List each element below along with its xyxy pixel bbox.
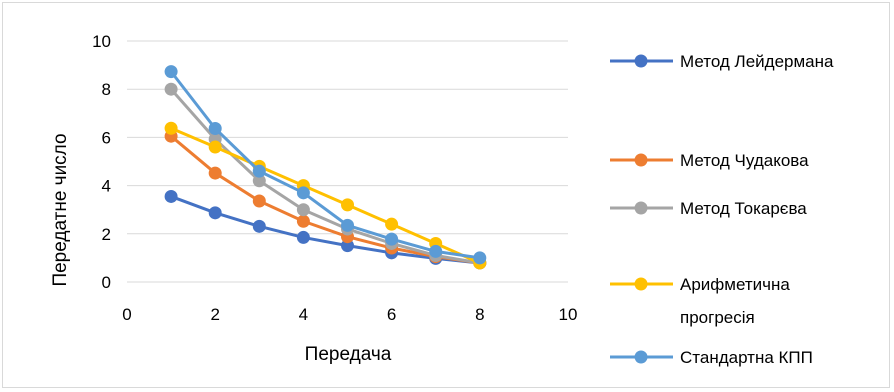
legend-label-5: Стандартна КПП: [680, 348, 813, 367]
legend-marker-3: [634, 201, 648, 215]
data-point-3-4: [296, 203, 310, 217]
legend: Метод Лейдермана Метод Чудакова Метод То…: [610, 52, 834, 367]
legend-item-2: Метод Чудакова: [610, 151, 809, 170]
chart-area: [2, 2, 890, 388]
data-point-4-2: [208, 140, 222, 154]
series-line-2: [170, 135, 481, 265]
legend-label-4-line1: Арифметична: [680, 275, 790, 294]
data-point-5-6: [385, 232, 399, 246]
data-point-1-5: [341, 239, 354, 253]
data-point-5-3: [252, 164, 266, 178]
data-point-5-7: [429, 244, 443, 258]
x-tick-label-4: 8: [475, 305, 484, 324]
x-tick-label-5: 10: [559, 305, 578, 324]
data-point-1-3: [252, 219, 266, 233]
data-point-1-1: [164, 189, 178, 203]
data-point-5-4: [296, 186, 310, 200]
legend-label-1: Метод Лейдермана: [680, 52, 834, 71]
legend-marker-2: [634, 153, 648, 167]
axis-ticks: 0 2 4 6 8 10 0 2 4 6 8 10: [92, 32, 577, 324]
data-point-4-1: [164, 121, 178, 135]
legend-label-3: Метод Токарєва: [680, 199, 807, 218]
x-axis-title: Передача: [305, 344, 392, 365]
y-axis-title: Передатне число: [50, 133, 71, 286]
data-point-4-5: [341, 198, 354, 212]
data-point-5-8: [473, 251, 487, 265]
legend-marker-1: [634, 54, 648, 68]
data-point-2-2: [208, 166, 222, 180]
legend-label-4-line2: прогресія: [680, 308, 755, 327]
data-point-5-1: [164, 65, 178, 79]
data-point-4-6: [385, 217, 399, 231]
legend-marker-5: [634, 350, 648, 364]
legend-label-2: Метод Чудакова: [680, 151, 809, 170]
data-point-2-4: [296, 214, 310, 228]
series-layer: [164, 65, 487, 270]
y-tick-label-0: 0: [102, 273, 111, 292]
y-tick-label-5: 10: [92, 32, 111, 51]
series-line-1: [170, 195, 480, 265]
data-point-3-1: [164, 82, 178, 96]
x-tick-label-1: 2: [210, 305, 219, 324]
legend-item-5: Стандартна КПП: [610, 348, 813, 367]
y-tick-label-2: 4: [102, 177, 111, 196]
series-5: [164, 65, 487, 265]
x-tick-label-0: 0: [122, 305, 131, 324]
data-point-5-2: [208, 121, 222, 135]
y-tick-label-3: 6: [102, 128, 111, 147]
series-line-3: [169, 88, 481, 265]
data-point-1-4: [296, 230, 310, 244]
data-point-5-5: [341, 218, 354, 232]
series-line-5: [169, 70, 481, 260]
data-point-1-2: [208, 206, 222, 220]
y-tick-label-4: 8: [102, 80, 111, 99]
series-line-4: [170, 126, 481, 265]
y-tick-label-1: 2: [102, 225, 111, 244]
data-point-3-3: [252, 174, 266, 188]
x-tick-label-3: 6: [387, 305, 396, 324]
gridlines: [127, 40, 568, 283]
legend-item-3: Метод Токарєва: [610, 199, 807, 218]
legend-marker-4: [634, 277, 648, 291]
x-tick-label-2: 4: [299, 305, 308, 324]
legend-item-1: Метод Лейдермана: [610, 52, 834, 71]
legend-item-4: Арифметична прогресія: [610, 275, 790, 327]
data-point-2-3: [252, 194, 266, 208]
